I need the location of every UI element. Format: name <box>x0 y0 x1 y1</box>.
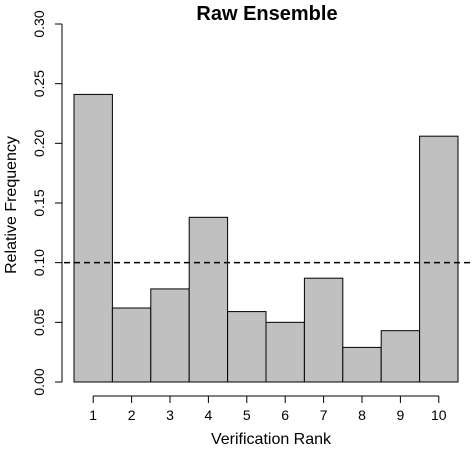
bar-rank-9 <box>380 330 421 383</box>
bar-rank-1 <box>73 93 113 383</box>
x-tick-label: 9 <box>397 407 405 423</box>
x-tick-label: 5 <box>243 407 251 423</box>
y-tick-label: 0.20 <box>31 129 47 156</box>
bar-rank-7 <box>303 277 344 383</box>
x-tick-label: 3 <box>166 407 174 423</box>
x-tick-label: 6 <box>281 407 289 423</box>
y-axis-label: Relative Frequency <box>3 136 20 274</box>
bar-rank-4 <box>188 216 229 383</box>
bar-rank-5 <box>227 311 267 383</box>
y-tick-label: 0.15 <box>31 189 47 216</box>
chart-title: Raw Ensemble <box>196 3 337 25</box>
bar-rank-8 <box>342 346 382 383</box>
bar-rank-2 <box>111 307 152 383</box>
x-tick-label: 1 <box>89 407 97 423</box>
bars-group <box>73 93 459 383</box>
y-tick-label: 0.00 <box>31 368 47 395</box>
x-tick-label: 10 <box>431 407 447 423</box>
y-axis: 0.00 0.05 0.10 0.15 0.20 0.25 0.30 <box>31 10 63 396</box>
x-tick-label: 8 <box>358 407 366 423</box>
x-axis: 1 2 3 4 5 6 7 8 9 10 <box>89 395 447 423</box>
y-tick-label: 0.05 <box>31 308 47 335</box>
x-axis-label: Verification Rank <box>211 431 332 448</box>
y-tick-label: 0.25 <box>31 70 47 97</box>
x-tick-label: 4 <box>205 407 213 423</box>
bar-rank-6 <box>265 321 305 383</box>
bar-rank-10 <box>419 135 459 383</box>
y-tick-label: 0.30 <box>31 10 47 37</box>
x-tick-label: 7 <box>320 407 328 423</box>
x-tick-label: 2 <box>128 407 136 423</box>
bar-rank-3 <box>150 288 190 383</box>
y-tick-label: 0.10 <box>31 249 47 276</box>
